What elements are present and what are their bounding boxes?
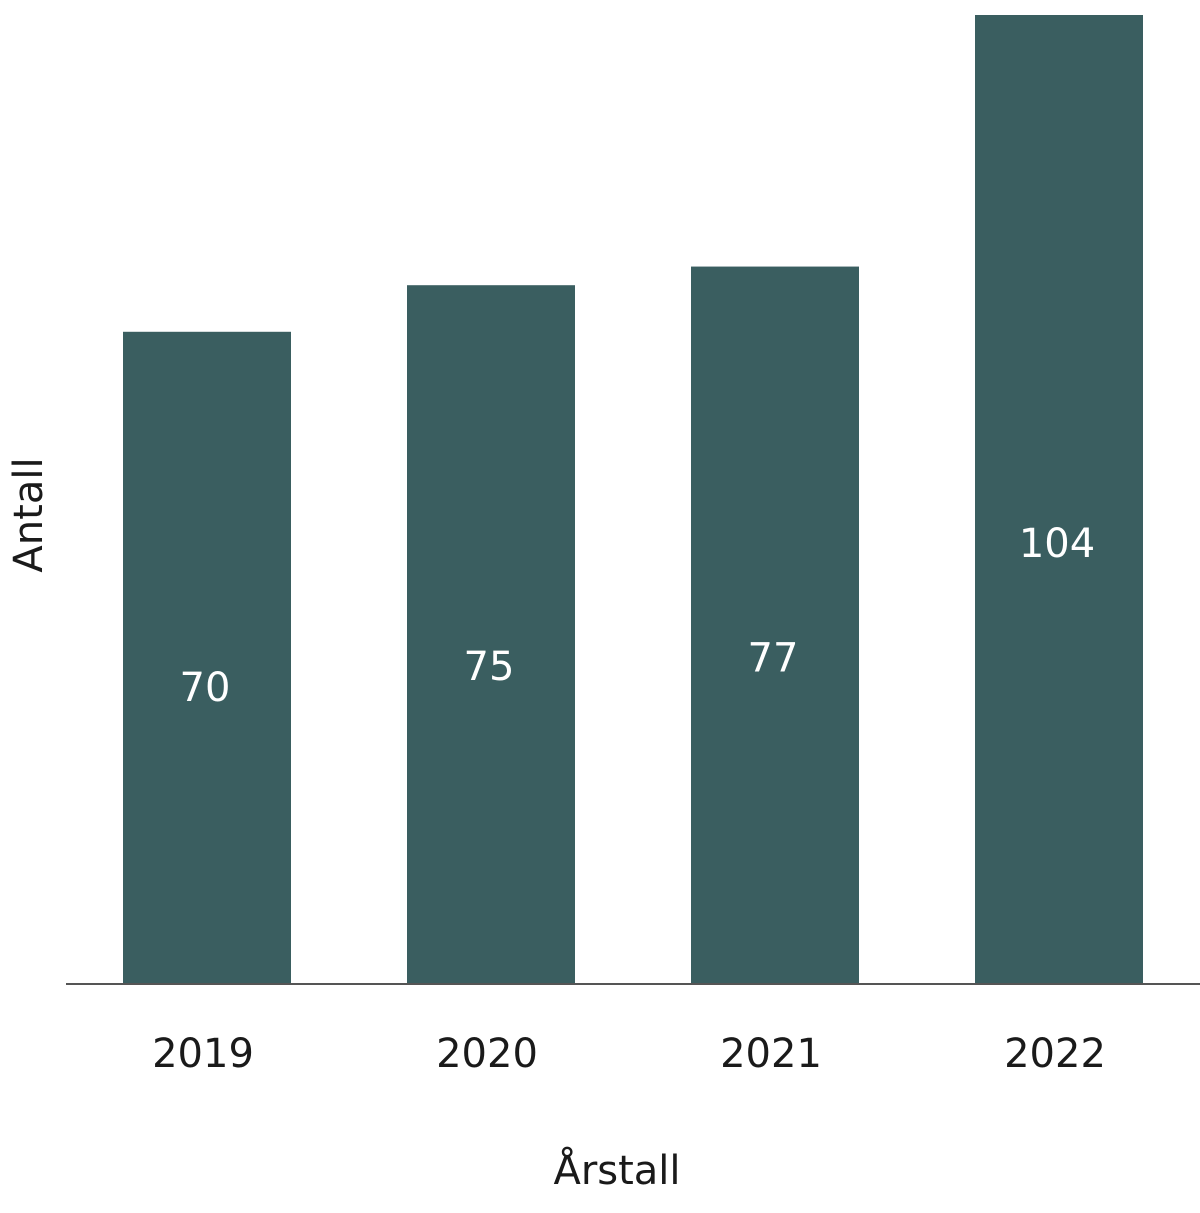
data-label-2019: 70: [180, 665, 231, 711]
x-tick-label-2019: 2019: [152, 1031, 254, 1077]
x-tick-label-2022: 2022: [1004, 1031, 1106, 1077]
x-tick-label-2021: 2021: [720, 1031, 822, 1077]
value-labels-group: 70 75 77 104: [180, 521, 1096, 711]
bar-2021: [691, 266, 859, 984]
x-axis-title: Årstall: [553, 1146, 680, 1194]
data-label-2022: 104: [1019, 521, 1095, 567]
y-axis-title: Antall: [6, 457, 52, 572]
x-tick-labels-group: 2019 2020 2021 2022: [152, 1031, 1106, 1077]
x-tick-label-2020: 2020: [436, 1031, 538, 1077]
bars-group: [123, 15, 1143, 985]
bar-2020: [407, 285, 575, 985]
data-label-2021: 77: [748, 636, 799, 682]
bar-2022: [975, 15, 1143, 984]
data-label-2020: 75: [464, 644, 515, 690]
bar-2019: [123, 331, 291, 984]
